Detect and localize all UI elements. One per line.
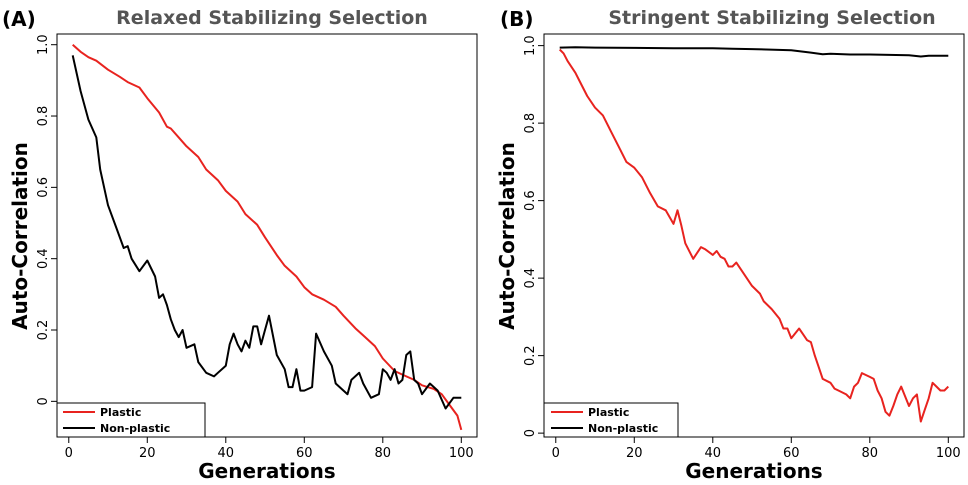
panel-b-y-axis: 0 0.2 0.4 0.6 0.8 1.0	[523, 35, 544, 437]
panel-b-y-tick-label: 0.8	[523, 113, 538, 134]
panel-a-series-nonplastic-line	[71, 55, 462, 410]
panel-a-y-tick-label: 0.6	[36, 177, 51, 198]
panel-a-y-tick-label: 1.0	[36, 34, 51, 55]
panel-b-letter: (B)	[500, 7, 534, 31]
panel-b-x-axis-label: Generations	[685, 459, 822, 483]
panel-a-y-tick-label: 0.8	[36, 106, 51, 127]
panel-a: (A) Relaxed Stabilizing Selection 0 20 40 6…	[2, 7, 478, 483]
panel-b-plot-frame	[543, 33, 965, 438]
panel-a-legend-nonplastic-label: Non-plastic	[100, 422, 170, 435]
panel-a-series	[71, 43, 463, 431]
panel-b-legend-box	[543, 402, 679, 438]
panel-a-y-axis-label: Auto-Correlation	[8, 142, 32, 330]
panel-b-series-nonplastic-line	[559, 46, 949, 58]
panel-b-x-tick-label: 100	[936, 446, 961, 461]
panel-b: (B) Stringent Stabilizing Selection 0 20 4…	[495, 7, 965, 483]
panel-a-legend: Plastic Non-plastic	[56, 402, 206, 438]
panel-b-y-tick-label: 0.6	[523, 190, 538, 211]
panel-b-legend: Plastic Non-plastic	[543, 402, 679, 438]
panel-b-x-tick-label: 60	[783, 446, 800, 461]
panel-b-series-plastic-line	[558, 48, 950, 423]
panel-b-series	[558, 46, 950, 423]
panel-b-x-tick-label: 40	[705, 446, 722, 461]
panel-b-x-axis: 0 20 40 60 80 100	[552, 437, 961, 461]
panel-b-x-tick-label: 80	[862, 446, 879, 461]
panel-a-legend-box	[56, 402, 206, 438]
panel-b-x-tick-label: 0	[552, 446, 560, 461]
panel-a-y-tick-label: 0.4	[36, 248, 51, 269]
panel-a-y-axis: 0 0.2 0.4 0.6 0.8 1.0	[36, 34, 57, 405]
panel-a-x-axis: 0 20 40 60 80 100	[65, 437, 474, 461]
panel-a-x-tick-label: 0	[65, 446, 73, 461]
panel-a-x-tick-label: 80	[375, 446, 392, 461]
panel-b-y-tick-label: 1.0	[523, 35, 538, 56]
panel-a-letter: (A)	[2, 7, 36, 31]
panel-a-plot-frame	[56, 33, 478, 438]
panel-b-y-tick-label: 0	[523, 429, 538, 437]
panel-a-x-tick-label: 60	[296, 446, 313, 461]
panel-a-x-tick-label: 100	[449, 446, 474, 461]
panel-a-x-tick-label: 20	[139, 446, 156, 461]
panel-b-y-tick-label: 0.4	[523, 268, 538, 289]
panel-b-y-axis-label: Auto-Correlation	[495, 142, 519, 330]
panel-a-x-tick-label: 40	[218, 446, 235, 461]
panel-a-x-axis-label: Generations	[198, 459, 335, 483]
panel-a-y-tick-label: 0	[36, 397, 51, 405]
panel-a-y-tick-label: 0.2	[36, 320, 51, 341]
panel-a-title: Relaxed Stabilizing Selection	[116, 7, 428, 29]
panel-b-title: Stringent Stabilizing Selection	[608, 7, 935, 29]
panel-b-legend-nonplastic-label: Non-plastic	[588, 422, 658, 435]
panel-b-legend-plastic-label: Plastic	[588, 406, 629, 419]
panel-b-y-tick-label: 0.2	[523, 345, 538, 366]
panel-b-x-tick-label: 20	[626, 446, 643, 461]
panel-a-legend-plastic-label: Plastic	[100, 406, 141, 419]
